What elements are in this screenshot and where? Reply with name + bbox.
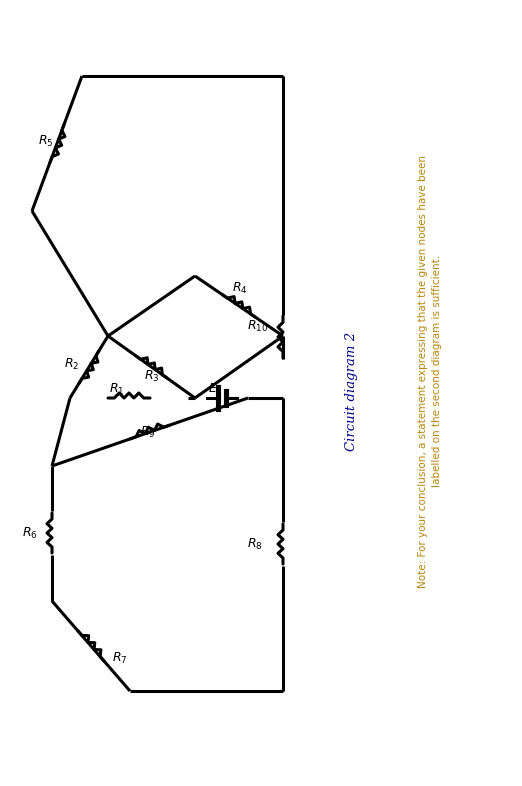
Text: $R_9$: $R_9$ xyxy=(140,424,156,439)
Text: Circuit diagram 2: Circuit diagram 2 xyxy=(346,332,359,450)
Text: $R_8$: $R_8$ xyxy=(247,537,263,552)
Text: $R_5$: $R_5$ xyxy=(38,134,54,149)
Text: $R_1$: $R_1$ xyxy=(109,381,125,397)
Text: $E_1$: $E_1$ xyxy=(208,381,222,397)
Text: $R_3$: $R_3$ xyxy=(144,369,160,384)
Text: $R_6$: $R_6$ xyxy=(22,526,38,541)
Text: $R_4$: $R_4$ xyxy=(232,281,248,296)
Text: Note: For your conclusion, a statement expressing that the given nodes have been: Note: For your conclusion, a statement e… xyxy=(418,155,442,587)
Text: $R_{10}$: $R_{10}$ xyxy=(247,318,268,333)
Text: $R_7$: $R_7$ xyxy=(112,651,128,666)
Text: $R_2$: $R_2$ xyxy=(64,356,80,372)
